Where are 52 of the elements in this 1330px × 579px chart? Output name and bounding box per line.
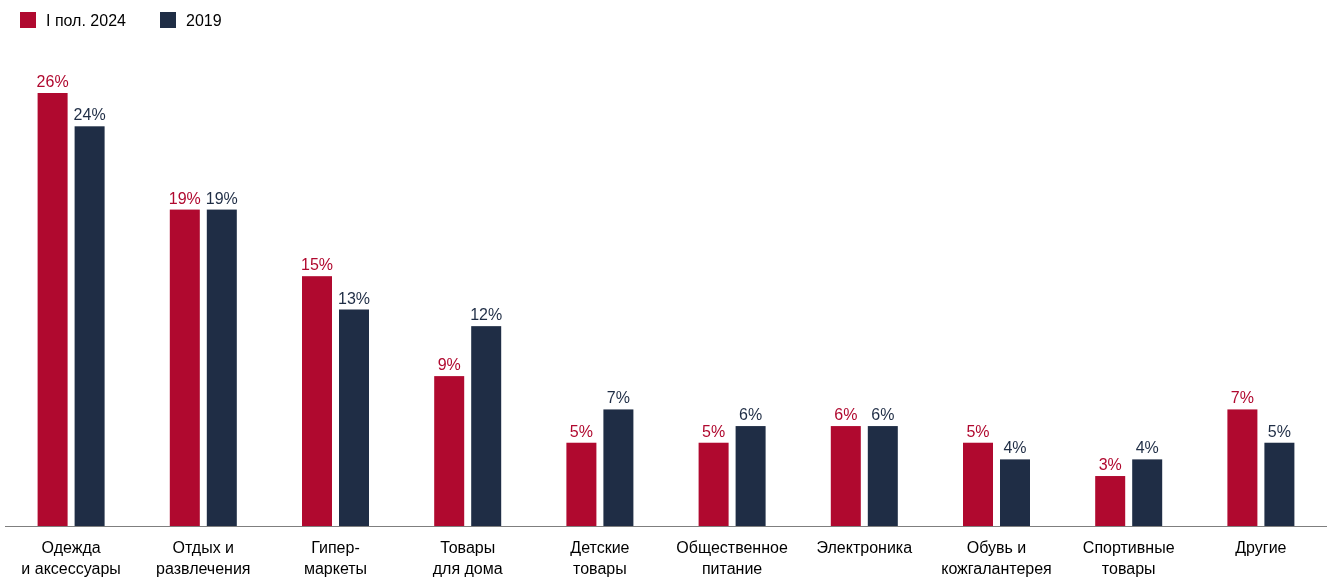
- x-tick-label: Общественное питание: [676, 539, 788, 577]
- bar: [434, 376, 465, 526]
- data-label: 5%: [1267, 422, 1291, 440]
- data-label: 5%: [569, 422, 593, 440]
- bar: [206, 209, 237, 526]
- data-label: 4%: [1135, 439, 1159, 457]
- legend-label: 2019: [186, 12, 222, 29]
- data-label: 7%: [1230, 389, 1254, 407]
- bar: [302, 276, 332, 526]
- bar: [471, 326, 502, 526]
- bar: [1132, 459, 1163, 526]
- bar: [1227, 409, 1258, 526]
- bar: [566, 442, 597, 526]
- x-tick-label: Электроника: [816, 539, 913, 556]
- x-tick-label: Другие: [1235, 539, 1287, 556]
- bar: [1000, 459, 1030, 526]
- x-tick-label: Спортивные товары: [1082, 539, 1175, 577]
- bar: [74, 126, 105, 526]
- data-label: 19%: [205, 189, 238, 207]
- bar: [1095, 476, 1126, 526]
- x-tick-label: Гипер- маркеты: [303, 539, 368, 577]
- bar: [735, 426, 766, 526]
- bar: [603, 409, 634, 526]
- data-label: 26%: [36, 73, 69, 90]
- bar: [830, 426, 861, 526]
- x-tick-label: Отдых и развлечения: [156, 539, 251, 577]
- data-label: 13%: [337, 289, 371, 307]
- bar: [867, 426, 898, 526]
- data-label: 6%: [739, 406, 763, 424]
- data-label: 6%: [871, 406, 895, 424]
- data-label: 24%: [73, 106, 106, 124]
- bar: [1264, 442, 1295, 526]
- data-label: 5%: [966, 422, 990, 440]
- bar: [698, 442, 729, 526]
- data-label: 7%: [606, 389, 630, 407]
- x-tick-label: Обувь и кожгалантерея: [941, 539, 1052, 577]
- bar: [963, 442, 993, 526]
- x-tick-label: Одежда и аксессуары: [21, 539, 121, 577]
- data-label: 5%: [702, 422, 726, 440]
- data-label: 9%: [437, 356, 461, 374]
- legend-label: I пол. 2024: [46, 12, 127, 29]
- bar: [169, 209, 200, 526]
- data-label: 15%: [300, 256, 334, 274]
- x-tick-label: Товары для дома: [432, 539, 503, 577]
- data-label: 12%: [470, 306, 503, 324]
- data-label: 4%: [1003, 439, 1027, 457]
- data-label: 6%: [834, 406, 858, 424]
- data-label: 3%: [1098, 456, 1122, 474]
- data-label: 19%: [168, 189, 201, 207]
- bar: [339, 309, 369, 526]
- x-tick-label: Детские товары: [570, 539, 630, 577]
- bar: [37, 93, 68, 526]
